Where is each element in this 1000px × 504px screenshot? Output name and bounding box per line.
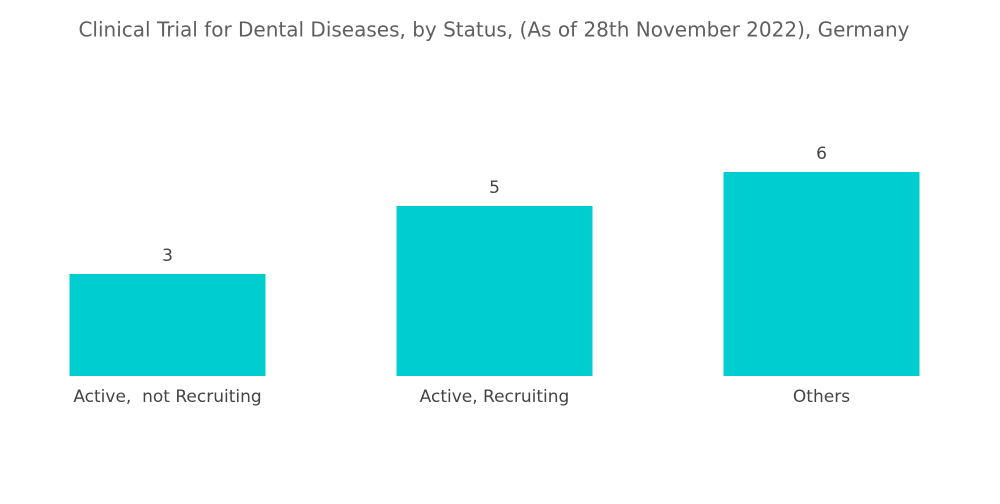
x-tick-label: Active, Recruiting [420,387,570,407]
x-tick-label: Others [793,387,850,407]
x-tick-label: Active, not Recruiting [73,387,261,407]
data-label: 6 [816,144,827,164]
bar [723,172,920,376]
bar [69,274,266,376]
bar [396,206,593,376]
data-label: 3 [162,246,173,266]
chart-title: Clinical Trial for Dental Diseases, by S… [78,18,909,42]
data-label: 5 [489,178,500,198]
